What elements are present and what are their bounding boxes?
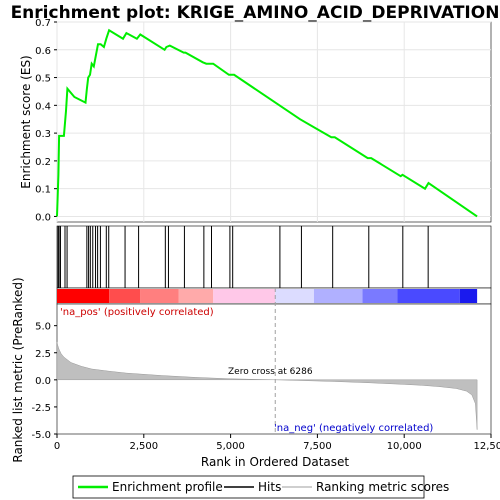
x-axis-label: Rank in Ordered Dataset (201, 455, 349, 469)
metric-x-ticks: 0 2,500 5,000 7,500 10,000 12,500 (54, 434, 500, 452)
x-tick-label: 12,500 (474, 441, 500, 452)
es-y-tick-label: 0.1 (35, 185, 51, 196)
metric-y-axis-label: Ranked list metric (PreRanked) (11, 277, 25, 462)
hits-panel (57, 226, 491, 288)
es-panel: 0.0 0.1 0.2 0.3 0.4 0.5 0.6 0.7 Enrichment scor… (19, 18, 491, 223)
metric-y-tick-label: 0.0 (35, 376, 51, 387)
es-y-tick-label: 0.3 (35, 129, 51, 140)
heatmap-segment (275, 289, 314, 303)
x-tick-label: 10,000 (387, 441, 422, 452)
legend: Enrichment profile Hits Ranking metric s… (73, 476, 449, 498)
heatmap-segment (460, 289, 477, 303)
es-y-ticks: 0.0 0.1 0.2 0.3 0.4 0.5 0.6 0.7 (35, 18, 57, 223)
legend-label-enrichment: Enrichment profile (112, 480, 223, 494)
legend-label-metric: Ranking metric scores (316, 480, 449, 494)
es-y-tick-label: 0.7 (35, 18, 51, 29)
x-tick-label: 0 (54, 441, 60, 452)
es-y-tick-label: 0.2 (35, 157, 51, 168)
chart-title: Enrichment plot: KRIGE_AMINO_ACID_DEPRIV… (11, 3, 500, 23)
metric-y-tick-label: -2.5 (31, 403, 51, 414)
heatmap-segment (397, 289, 459, 303)
legend-label-hits: Hits (258, 480, 281, 494)
heatmap-segment (109, 289, 140, 303)
es-panel-frame (57, 22, 491, 222)
heatmap-segment (213, 289, 275, 303)
es-y-tick-label: 0.6 (35, 46, 51, 57)
es-y-tick-label: 0.5 (35, 74, 51, 85)
es-y-tick-label: 0.4 (35, 101, 51, 112)
hits-panel-frame (57, 226, 491, 288)
x-tick-label: 2,500 (129, 441, 158, 452)
x-tick-label: 5,000 (216, 441, 245, 452)
zero-cross-label: Zero cross at 6286 (228, 367, 313, 377)
heatmap-segment (140, 289, 178, 303)
metric-y-tick-label: 5.0 (35, 322, 51, 333)
x-tick-label: 7,500 (303, 441, 332, 452)
metric-y-ticks: -5.0 -2.5 0.0 2.5 5.0 (31, 322, 57, 441)
heatmap-segment (179, 289, 214, 303)
ranking-heatmap-bar (57, 288, 491, 304)
metric-y-tick-label: 2.5 (35, 349, 51, 360)
heatmap-segments (57, 289, 477, 303)
es-y-tick-label: 0.0 (35, 212, 51, 223)
heatmap-segment (314, 289, 363, 303)
heatmap-segment (57, 289, 109, 303)
es-y-axis-label: Enrichment score (ES) (19, 55, 33, 188)
metric-y-tick-label: -5.0 (31, 430, 51, 441)
metric-panel: 'na_pos' (positively correlated) Zero cr… (11, 277, 500, 469)
positive-correlation-label: 'na_pos' (positively correlated) (60, 307, 214, 318)
negative-correlation-label: 'na_neg' (negatively correlated) (274, 423, 433, 434)
heatmap-segment (363, 289, 398, 303)
